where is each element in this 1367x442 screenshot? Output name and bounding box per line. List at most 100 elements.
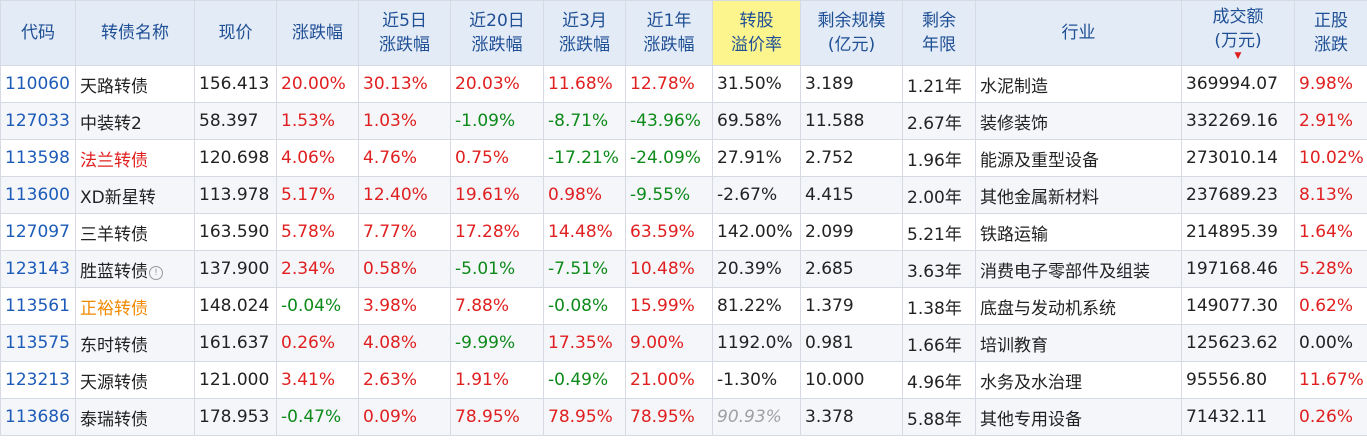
table-row[interactable]: 123143 胜蓝转债! 137.900 2.34% 0.58% -5.01% -7.51%… [0,250,1367,288]
cell-code[interactable]: 113686 [0,398,76,436]
cell-amount: 214895.39 [1181,213,1295,251]
cell-20d: -9.99% [450,324,544,362]
cell-name[interactable]: 东时转债 [75,324,195,362]
table-row[interactable]: 113686 泰瑞转债 178.953 -0.47% 0.09% 78.95% 78.95%… [0,398,1367,436]
cell-code[interactable]: 123143 [0,250,76,288]
col-header-5d[interactable]: 近5日 涨跌幅 [358,0,451,66]
cell-name[interactable]: 天路转债 [75,65,195,103]
col-header-20d[interactable]: 近20日 涨跌幅 [450,0,544,66]
bond-name[interactable]: 三羊转债 [80,224,148,245]
cell-stock-change: 2.91% [1294,102,1367,140]
cell-amount: 369994.07 [1181,65,1295,103]
cell-years: 4.96年 [902,361,976,399]
cell-3m: -7.51% [543,250,626,288]
col-header-premium[interactable]: 转股 溢价率 [712,0,801,66]
cell-change: 3.41% [276,361,359,399]
bond-name[interactable]: 天源转债 [80,372,148,393]
cell-code[interactable]: 123213 [0,361,76,399]
cell-premium: 81.22% [712,287,801,325]
col-header-name[interactable]: 转债名称 [75,0,195,66]
bond-name[interactable]: 中装转2 [80,113,142,134]
table-row[interactable]: 113600 XD新星转 113.978 5.17% 12.40% 19.61% 0.98%… [0,176,1367,214]
bond-name[interactable]: 法兰转债 [80,150,148,171]
cell-stock-change: 10.02% [1294,139,1367,177]
cell-scale: 0.981 [800,324,903,362]
cell-1y: 21.00% [625,361,713,399]
cell-name[interactable]: XD新星转 [75,176,195,214]
bond-name[interactable]: XD新星转 [80,187,156,208]
bond-name[interactable]: 胜蓝转债 [80,261,148,282]
col-header-change[interactable]: 涨跌幅 [276,0,359,66]
cell-name[interactable]: 法兰转债 [75,139,195,177]
cell-20d: -1.09% [450,102,544,140]
cell-change: 1.53% [276,102,359,140]
col-header-3m[interactable]: 近3月 涨跌幅 [543,0,626,66]
cell-price: 161.637 [194,324,277,362]
table-row[interactable]: 123213 天源转债 121.000 3.41% 2.63% 1.91% -0.49% 21… [0,361,1367,399]
cell-3m: -0.08% [543,287,626,325]
cell-1y: 10.48% [625,250,713,288]
table-row[interactable]: 113575 东时转债 161.637 0.26% 4.08% -9.99% 17.35% 9… [0,324,1367,362]
col-header-years[interactable]: 剩余 年限 [902,0,976,66]
cell-stock-change: 0.00% [1294,324,1367,362]
cell-3m: -17.21% [543,139,626,177]
cell-3m: 11.68% [543,65,626,103]
cell-amount: 332269.16 [1181,102,1295,140]
cell-code[interactable]: 113575 [0,324,76,362]
cell-code[interactable]: 110060 [0,65,76,103]
cell-name[interactable]: 泰瑞转债 [75,398,195,436]
cell-industry: 水泥制造 [975,65,1182,103]
cell-amount: 197168.46 [1181,250,1295,288]
cell-name[interactable]: 正裕转债 [75,287,195,325]
bond-name[interactable]: 天路转债 [80,76,148,97]
cell-name[interactable]: 天源转债 [75,361,195,399]
table-row[interactable]: 113598 法兰转债 120.698 4.06% 4.76% 0.75% -17.21% -… [0,139,1367,177]
cell-code[interactable]: 127033 [0,102,76,140]
col-header-scale[interactable]: 剩余规模 (亿元) [800,0,903,66]
cell-price: 58.397 [194,102,277,140]
cell-code[interactable]: 113600 [0,176,76,214]
cell-change: 2.34% [276,250,359,288]
table-row[interactable]: 127033 中装转2 58.397 1.53% 1.03% -1.09% -8.71% -4… [0,102,1367,140]
cell-price: 121.000 [194,361,277,399]
col-header-industry[interactable]: 行业 [975,0,1182,66]
cell-industry: 培训教育 [975,324,1182,362]
cell-stock-change: 5.28% [1294,250,1367,288]
cell-3m: -8.71% [543,102,626,140]
cell-scale: 1.379 [800,287,903,325]
col-header-stock-change[interactable]: 正股 涨跌 [1294,0,1367,66]
cell-5d: 12.40% [358,176,451,214]
cell-20d: 0.75% [450,139,544,177]
cell-20d: 17.28% [450,213,544,251]
info-icon[interactable]: ! [149,265,163,280]
cell-name[interactable]: 中装转2 [75,102,195,140]
bond-name[interactable]: 正裕转债 [80,298,148,319]
cell-industry: 水务及水治理 [975,361,1182,399]
cell-years: 2.67年 [902,102,976,140]
table-row[interactable]: 127097 三羊转债 163.590 5.78% 7.77% 17.28% 14.48% 6… [0,213,1367,251]
table-row[interactable]: 110060 天路转债 156.413 20.00% 30.13% 20.03% 11.68… [0,65,1367,103]
cell-code[interactable]: 113598 [0,139,76,177]
cell-name[interactable]: 胜蓝转债! [75,250,195,288]
cell-name[interactable]: 三羊转债 [75,213,195,251]
col-header-1y[interactable]: 近1年 涨跌幅 [625,0,713,66]
cell-premium: -2.67% [712,176,801,214]
cell-1y: -43.96% [625,102,713,140]
cell-industry: 能源及重型设备 [975,139,1182,177]
cell-1y: -9.55% [625,176,713,214]
col-header-code[interactable]: 代码 [0,0,76,66]
bond-name[interactable]: 东时转债 [80,335,148,356]
cell-scale: 4.415 [800,176,903,214]
cell-code[interactable]: 113561 [0,287,76,325]
cell-stock-change: 9.98% [1294,65,1367,103]
cell-1y: 63.59% [625,213,713,251]
table-row[interactable]: 113561 正裕转债 148.024 -0.04% 3.98% 7.88% -0.08% 1… [0,287,1367,325]
cell-scale: 2.685 [800,250,903,288]
cell-scale: 3.189 [800,65,903,103]
cell-code[interactable]: 127097 [0,213,76,251]
cell-industry: 消费电子零部件及组装 [975,250,1182,288]
col-header-price[interactable]: 现价 [194,0,277,66]
cell-scale: 3.378 [800,398,903,436]
col-header-amount[interactable]: 成交额 (万元) ▼ [1181,0,1295,66]
bond-name[interactable]: 泰瑞转债 [80,409,148,430]
